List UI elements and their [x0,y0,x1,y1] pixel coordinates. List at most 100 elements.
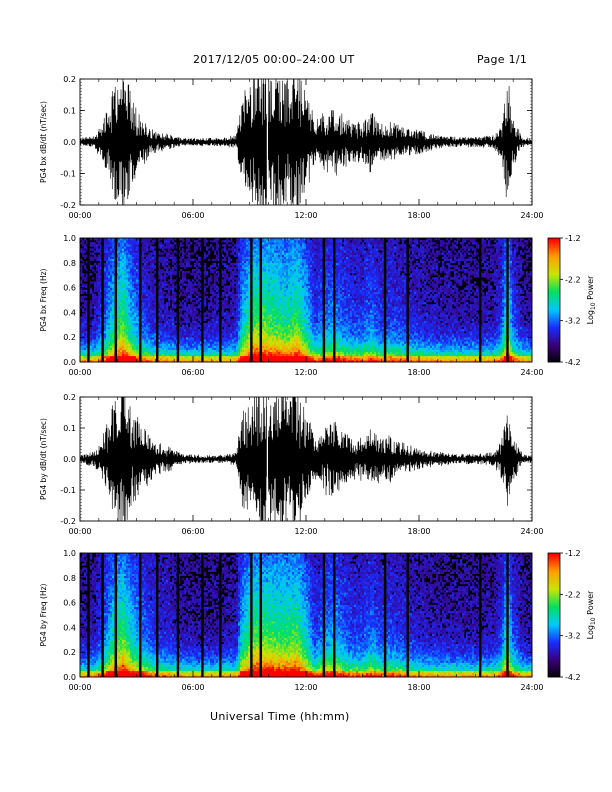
spectrogram-cell [134,273,136,275]
spectrogram-cell [212,339,214,341]
spectrogram-cell [132,331,134,333]
spectrogram-cell [194,327,196,329]
spectrogram-cell [154,348,156,350]
spectrogram-cell [240,343,242,345]
spectrogram-cell [242,312,244,314]
spectrogram-cell [194,352,196,354]
spectrogram-cell [186,333,188,335]
spectrogram-cell [238,312,240,314]
spectrogram-cell [208,345,210,347]
spectrogram-cell [128,288,130,290]
spectrogram-cell [104,255,106,257]
spectrogram-cell [198,257,200,259]
spectrogram-cell [208,358,210,360]
spectrogram-cell [124,246,126,248]
spectrogram-cell [126,240,128,242]
spectrogram-cell [234,312,236,314]
spectrogram-cell [98,319,100,321]
spectrogram-cell [248,323,250,325]
spectrogram-cell [240,302,242,304]
spectrogram-cell [172,341,174,343]
spectrogram-cell [214,325,216,327]
spectrogram-cell [154,294,156,296]
spectrogram-cell [148,341,150,343]
spectrogram-cell [92,352,94,354]
spectrogram-cell [186,325,188,327]
spectrogram-cell [198,350,200,352]
spectrogram-cell [238,275,240,277]
spectrogram-cell [262,248,264,250]
spectrogram-cell [148,335,150,337]
spectrogram-cell [144,354,146,356]
spectrogram-cell [160,308,162,310]
spectrogram-cell [184,352,186,354]
spectrogram-cell [124,327,126,329]
spectrogram-cell [118,257,120,259]
spectrogram-cell [224,312,226,314]
spectrogram-cell [134,257,136,259]
spectrogram-cell [262,273,264,275]
spectrogram-cell [242,339,244,341]
spectrogram-cell [132,257,134,259]
spectrogram-cell [146,261,148,263]
spectrogram-cell [256,271,258,273]
spectrogram-cell [246,259,248,261]
spectrogram-cell [210,345,212,347]
spectrogram-cell [216,350,218,352]
spectrogram-cell [112,265,114,267]
spectrogram-cell [122,300,124,302]
spectrogram-cell [216,306,218,308]
spectrogram-cell [226,345,228,347]
spectrogram-cell [98,248,100,250]
spectrogram-cell [124,240,126,242]
spectrogram-cell [120,335,122,337]
spectrogram-cell [118,244,120,246]
spectrogram-cell [108,323,110,325]
spectrogram-cell [228,261,230,263]
spectrogram-cell [160,242,162,244]
spectrogram-cell [188,288,190,290]
spectrogram-cell [228,265,230,267]
spectrogram-cell [82,348,84,350]
spectrogram-cell [264,269,266,271]
spectrogram-cell [144,321,146,323]
spectrogram-cell [122,246,124,248]
spectrogram-cell [236,281,238,283]
spectrogram-cell [232,348,234,350]
spectrogram-cell [94,339,96,341]
spectrogram-cell [120,294,122,296]
spectrogram-cell [244,310,246,312]
spectrogram-cell [82,275,84,277]
spectrogram-cell [226,341,228,343]
spectrogram-cell [222,302,224,304]
spectrogram-cell [132,300,134,302]
spectrogram-cell [256,337,258,339]
spectrogram-cell [104,250,106,252]
spectrogram-cell [246,290,248,292]
spectrogram-cell [188,345,190,347]
spectrogram-cell [262,354,264,356]
spectrogram-cell [228,356,230,358]
spectrogram-cell [90,339,92,341]
spectrogram-cell [226,343,228,345]
spectrogram-cell [214,329,216,331]
spectrogram-cell [106,300,108,302]
spectrogram-cell [136,269,138,271]
spectrogram-cell [170,244,172,246]
spectrogram-cell [132,348,134,350]
spectrogram-cell [190,304,192,306]
spectrogram-cell [226,333,228,335]
spectrogram-cell [212,335,214,337]
spectrogram-cell [234,333,236,335]
spectrogram-cell [172,314,174,316]
spectrogram-cell [182,345,184,347]
spectrogram-cell [144,255,146,257]
spectrogram-cell [248,356,250,358]
spectrogram-cell [152,314,154,316]
spectrogram-cell [120,304,122,306]
spectrogram-cell [112,329,114,331]
spectrogram-cell [174,273,176,275]
spectrogram-cell [256,294,258,296]
spectrogram-cell [266,337,268,339]
spectrogram-cell [106,350,108,352]
